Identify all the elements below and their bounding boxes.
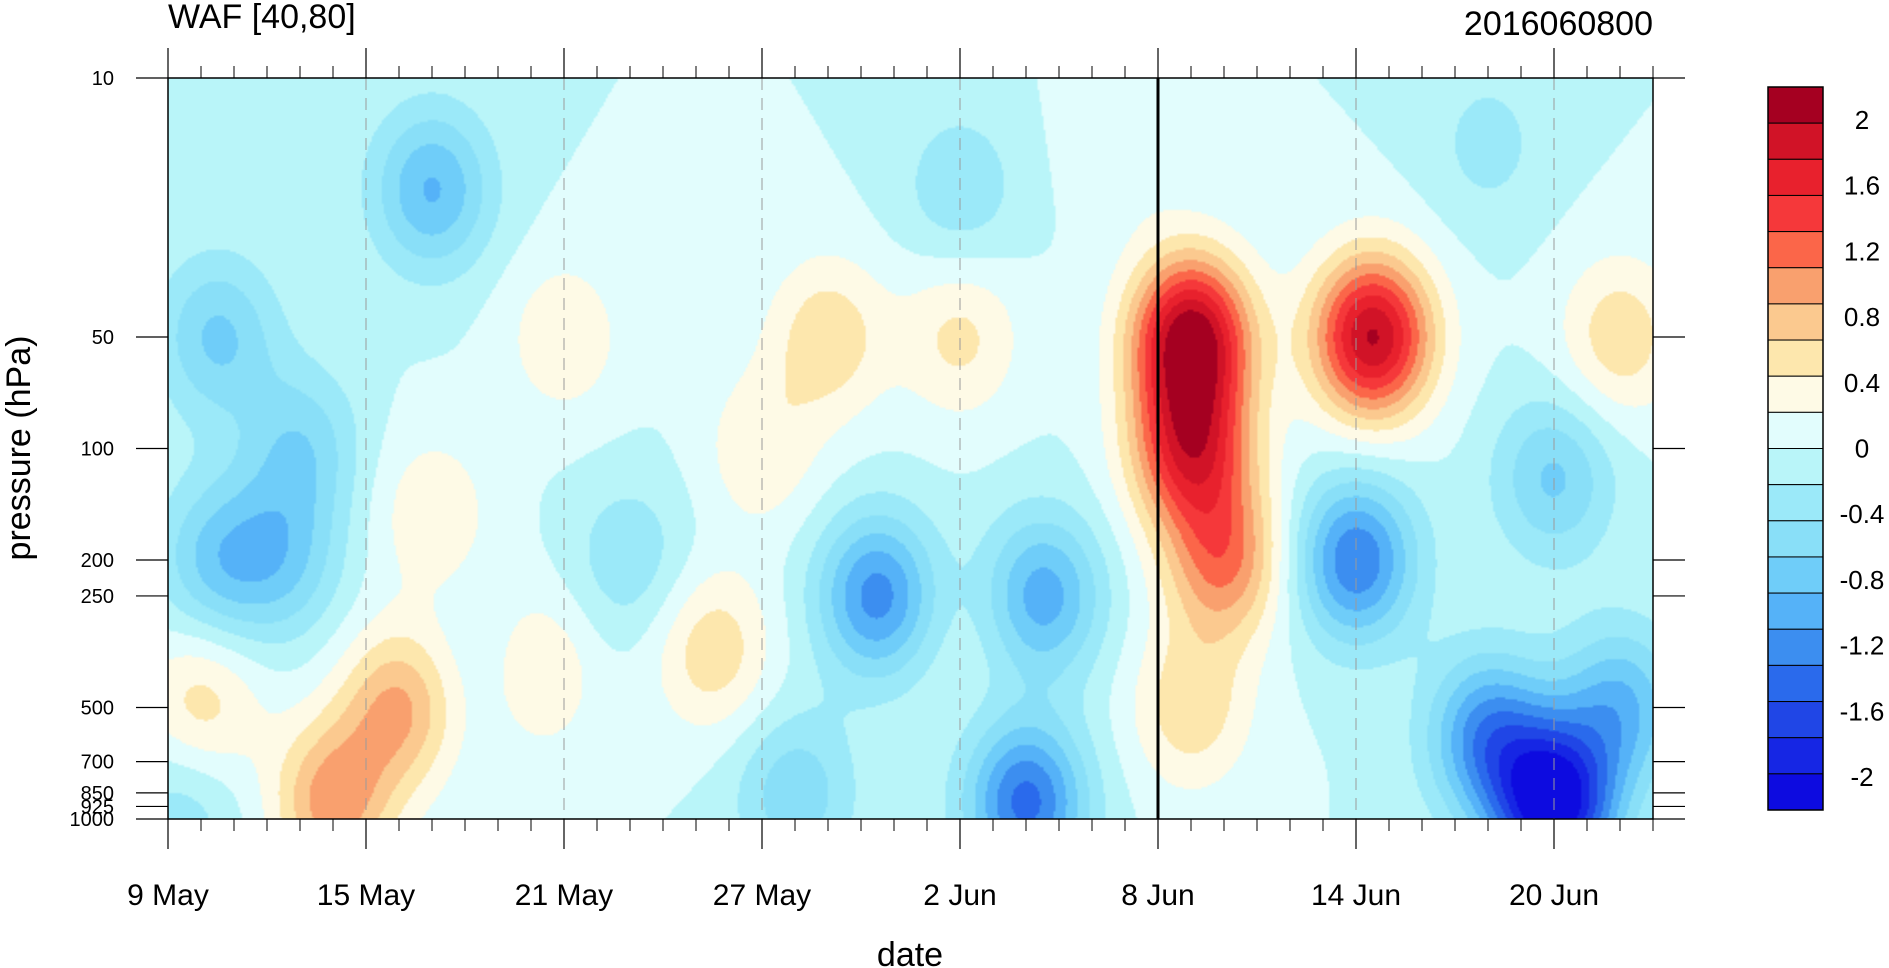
colorbar-segment <box>1767 375 1824 413</box>
grid-layer <box>167 78 1555 819</box>
y-axis-title: pressure (hPa) <box>0 336 38 561</box>
colorbar-label: 2 <box>1855 105 1869 135</box>
colorbar-segment <box>1767 448 1824 486</box>
colorbar-segment <box>1767 267 1824 305</box>
colorbar-segment <box>1767 339 1824 377</box>
x-tick-label: 20 Jun <box>1509 879 1599 912</box>
chart-title: WAF [40,80] <box>168 0 356 36</box>
chart-subtitle: 2016060800 <box>1464 5 1653 43</box>
colorbar-label: 0 <box>1855 434 1869 464</box>
colorbar-segment <box>1767 158 1824 196</box>
y-tick-label: 250 <box>81 586 114 608</box>
x-tick-label: 27 May <box>713 879 811 912</box>
colorbar: 2 1.6 1.2 0.8 0.4 0 -0.4 -0.8 -1.2 -1.6 -2 <box>1767 86 1885 811</box>
colorbar-label: -1.2 <box>1840 631 1885 661</box>
colorbar-segment <box>1767 592 1824 630</box>
colorbar-label: 1.6 <box>1844 171 1880 201</box>
y-tick-label: 200 <box>81 550 114 572</box>
x-tick-label: 8 Jun <box>1121 879 1194 912</box>
y-tick-label: 50 <box>92 327 114 349</box>
colorbar-label: -1.6 <box>1840 696 1885 726</box>
colorbar-label: 1.2 <box>1844 236 1880 266</box>
x-tick-label: 21 May <box>515 879 613 912</box>
x-tick-label: 2 Jun <box>923 879 996 912</box>
colorbar-segment <box>1767 628 1824 666</box>
colorbar-segment <box>1767 701 1824 739</box>
x-axis-title: date <box>877 936 943 968</box>
colorbar-segment <box>1767 231 1824 269</box>
colorbar-segment <box>1767 411 1824 450</box>
y-tick-label: 100 <box>81 439 114 461</box>
axes-layer: 9 May 15 May 21 May 27 May 2 Jun 8 Jun 14 Jun 2… <box>70 48 1685 912</box>
x-tick-label: 15 May <box>317 879 415 912</box>
colorbar-segment <box>1767 303 1824 341</box>
y-tick-label: 1000 <box>70 809 115 831</box>
colorbar-label: -2 <box>1850 762 1873 792</box>
x-tick-label: 14 Jun <box>1311 879 1401 912</box>
colorbar-segment <box>1767 556 1824 594</box>
y-tick-label: 700 <box>81 752 114 774</box>
heatmap-image <box>168 78 1653 819</box>
colorbar-label: -0.8 <box>1840 565 1885 595</box>
y-tick-label: 10 <box>92 68 114 90</box>
colorbar-segment <box>1767 122 1824 160</box>
y-tick-label: 925 <box>81 796 114 818</box>
colorbar-segment <box>1767 737 1824 775</box>
colorbar-label: 0.4 <box>1844 368 1880 398</box>
heatmap-layer <box>168 78 1653 819</box>
colorbar-segment <box>1767 773 1824 811</box>
colorbar-segment <box>1767 86 1824 124</box>
colorbar-segment <box>1767 194 1824 233</box>
y-tick-label: 500 <box>81 697 114 719</box>
colorbar-label: 0.8 <box>1844 302 1880 332</box>
colorbar-label: -0.4 <box>1840 499 1885 529</box>
y-tick-label: 850 <box>81 783 114 805</box>
x-tick-label: 9 May <box>127 879 209 912</box>
colorbar-frame <box>1767 86 1824 811</box>
colorbar-segment <box>1767 520 1824 558</box>
colorbar-segment <box>1767 664 1824 703</box>
colorbar-segment <box>1767 484 1824 522</box>
